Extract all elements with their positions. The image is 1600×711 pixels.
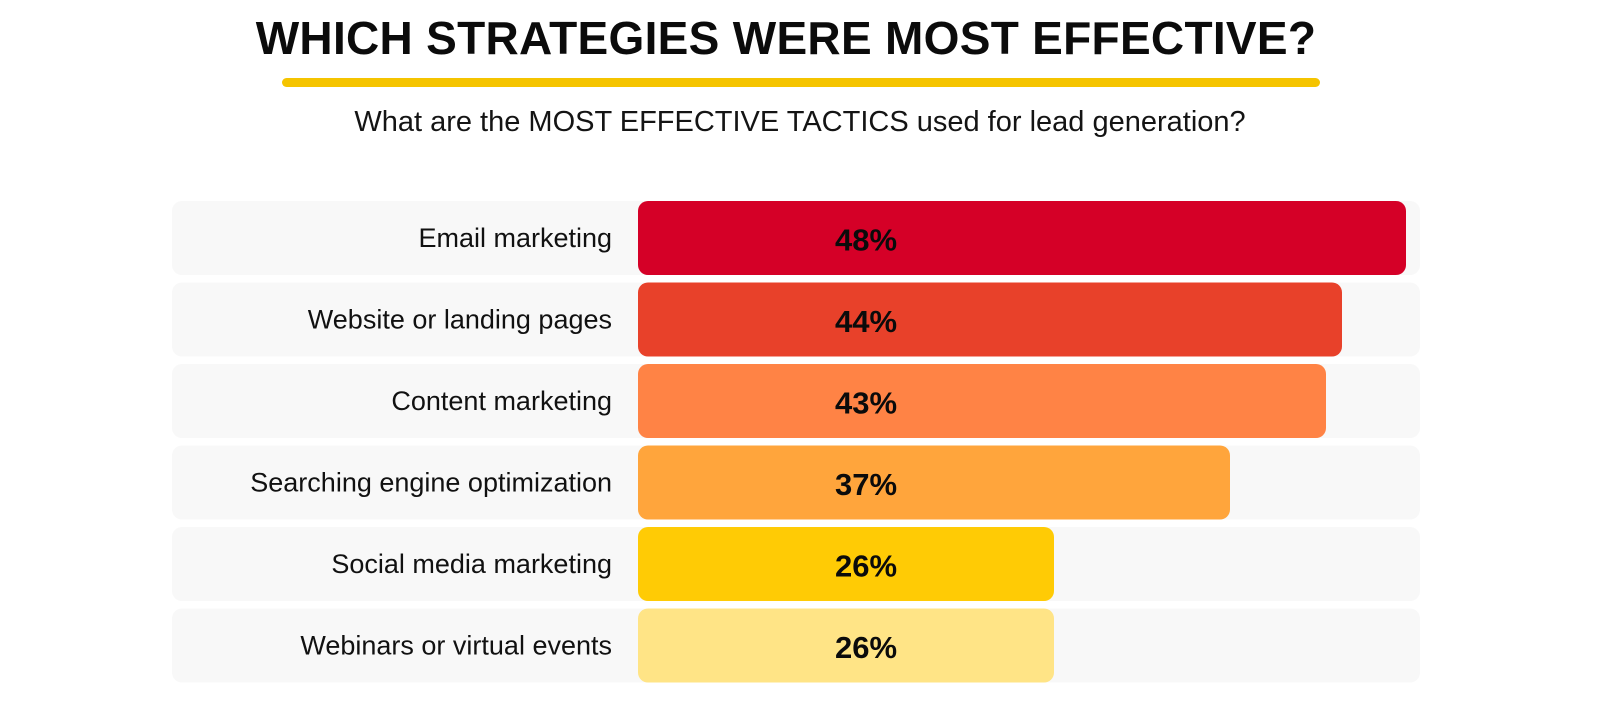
title-underline	[282, 78, 1320, 87]
category-label: Webinars or virtual events	[300, 631, 612, 661]
value-label: 43%	[835, 386, 897, 421]
bar	[638, 364, 1326, 438]
bar	[638, 608, 1054, 683]
category-label: Social media marketing	[331, 549, 612, 579]
category-label: Website or landing pages	[308, 305, 612, 335]
bar	[638, 527, 1054, 601]
bar-row: Searching engine optimization 37%	[172, 445, 1420, 520]
bar-row: Email marketing 48%	[172, 201, 1420, 275]
value-label: 26%	[835, 630, 897, 665]
value-label: 26%	[835, 549, 897, 584]
bar	[638, 445, 1230, 520]
category-label: Searching engine optimization	[250, 468, 612, 498]
chart-subtitle: What are the MOST EFFECTIVE TACTICS used…	[354, 106, 1246, 138]
bar-row: Webinars or virtual events 26%	[172, 608, 1420, 683]
category-label: Email marketing	[418, 223, 612, 253]
bar	[638, 201, 1406, 275]
value-label: 37%	[835, 467, 897, 502]
bar-row: Website or landing pages 44%	[172, 282, 1420, 357]
bar-row: Content marketing 43%	[172, 364, 1420, 438]
bar	[638, 282, 1342, 357]
value-label: 48%	[835, 223, 897, 258]
category-label: Content marketing	[391, 386, 612, 416]
bar-row: Social media marketing 26%	[172, 527, 1420, 601]
value-label: 44%	[835, 304, 897, 339]
chart-title: WHICH STRATEGIES WERE MOST EFFECTIVE?	[255, 12, 1317, 64]
